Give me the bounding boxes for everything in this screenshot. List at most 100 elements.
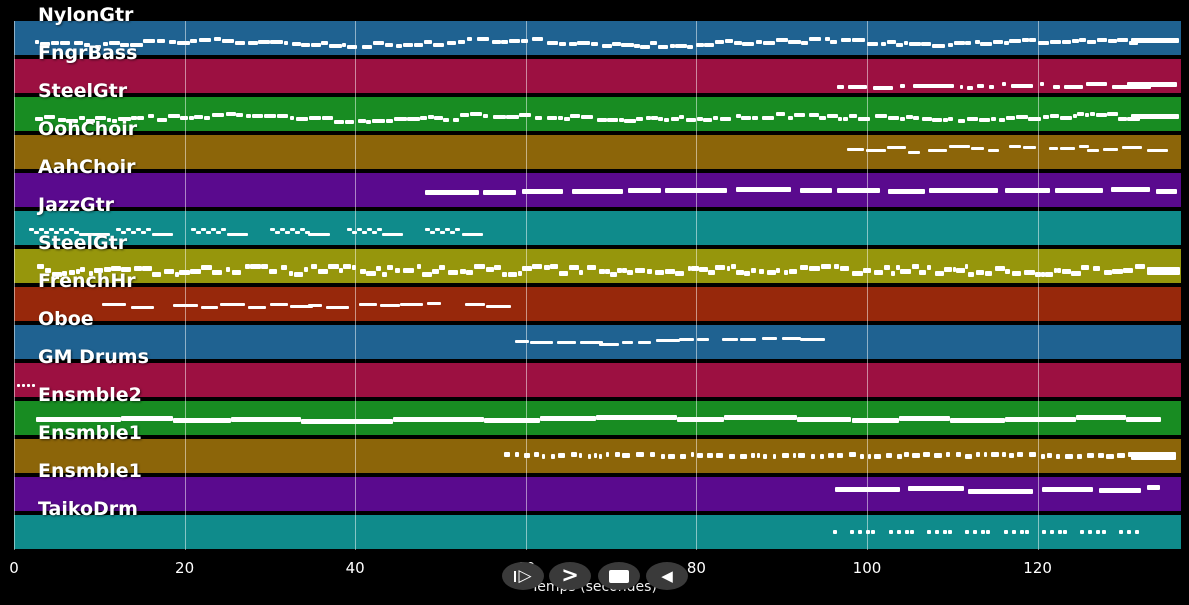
note-mark (244, 264, 250, 269)
note-mark (1112, 85, 1152, 89)
note-mark (1107, 39, 1117, 43)
note-mark (735, 114, 741, 118)
note-mark (896, 530, 901, 534)
track-label: FngrBass (38, 42, 138, 64)
note-mark (617, 268, 623, 273)
note-mark (1009, 453, 1014, 458)
note-mark (1042, 487, 1093, 492)
note-mark (1004, 188, 1050, 193)
note-mark (759, 269, 765, 274)
note-mark (1092, 266, 1100, 271)
note-mark (721, 338, 738, 341)
note-mark (1103, 148, 1119, 151)
note-mark (438, 265, 445, 270)
track-label: OohChoir (38, 118, 138, 140)
note-mark (558, 271, 569, 276)
note-mark (1058, 530, 1063, 534)
note-mark (707, 453, 714, 458)
note-mark (358, 119, 366, 123)
note-mark (913, 116, 919, 120)
track-band-nylongtr (14, 21, 1181, 55)
note-mark (948, 117, 954, 121)
note-mark (108, 41, 120, 45)
note-mark (932, 118, 943, 122)
note-mark (928, 188, 998, 193)
note-mark (836, 453, 844, 458)
note-mark (843, 117, 849, 121)
note-mark (372, 119, 386, 123)
note-mark (685, 118, 697, 122)
note-mark (796, 417, 852, 422)
note-mark (333, 120, 345, 124)
note-mark (80, 267, 86, 272)
note-mark (905, 115, 913, 119)
note-mark (730, 264, 736, 269)
note-mark (420, 116, 427, 120)
note-mark (1122, 146, 1142, 149)
note-mark (457, 40, 466, 44)
note-mark (848, 85, 868, 89)
note-mark (651, 116, 658, 120)
note-mark (958, 119, 966, 123)
note-mark (634, 44, 640, 48)
note-mark (922, 117, 932, 121)
note-mark (624, 119, 636, 123)
note-mark (622, 268, 627, 273)
note-mark (1004, 417, 1076, 422)
x-tick-label: 100 (852, 559, 882, 577)
note-mark (473, 264, 485, 269)
note-mark (908, 151, 921, 154)
note-mark (896, 454, 902, 459)
note-mark (361, 231, 367, 234)
note-mark (111, 119, 118, 123)
note-mark (291, 42, 301, 46)
note-mark (295, 117, 309, 121)
stop-button[interactable] (598, 562, 640, 590)
note-mark (541, 454, 546, 459)
note-mark (551, 454, 556, 459)
track-band-ensmble1 (14, 439, 1181, 473)
note-mark (1088, 530, 1093, 534)
note-mark (276, 114, 288, 118)
note-mark (261, 264, 269, 269)
note-mark (194, 115, 204, 119)
note-mark (1008, 145, 1021, 148)
gridline (525, 21, 527, 550)
note-mark (1047, 453, 1052, 458)
note-mark (137, 116, 144, 120)
note-mark (425, 190, 480, 195)
note-mark (50, 41, 60, 45)
note-mark (310, 264, 318, 269)
note-mark (977, 84, 985, 88)
note-mark (975, 40, 980, 44)
play-icon (514, 570, 517, 582)
note-mark (103, 267, 111, 272)
note-mark (679, 454, 686, 459)
track-label: Ensmble1 (38, 460, 142, 482)
note-mark (658, 117, 664, 121)
note-mark (850, 530, 855, 534)
note-mark (394, 268, 400, 273)
note-mark (687, 45, 694, 49)
note-mark (400, 303, 424, 306)
note-mark (761, 116, 775, 120)
note-mark (1053, 85, 1060, 89)
note-mark (1080, 265, 1090, 270)
note-mark (942, 118, 948, 122)
note-mark (820, 454, 824, 459)
note-mark (912, 453, 920, 458)
note-mark (486, 267, 494, 272)
rewind-button[interactable]: ◀ (646, 562, 688, 590)
note-mark (965, 454, 973, 459)
note-mark (1086, 40, 1097, 44)
note-mark (986, 530, 991, 534)
note-mark (607, 118, 619, 122)
play-button[interactable]: ▷ (502, 562, 544, 590)
note-mark (751, 116, 759, 120)
note-mark (1105, 454, 1114, 459)
note-mark (614, 452, 621, 457)
note-mark (788, 40, 801, 44)
fast-forward-button[interactable]: > (549, 562, 591, 590)
track-band-steelgtr (14, 249, 1181, 283)
note-mark (953, 41, 965, 45)
